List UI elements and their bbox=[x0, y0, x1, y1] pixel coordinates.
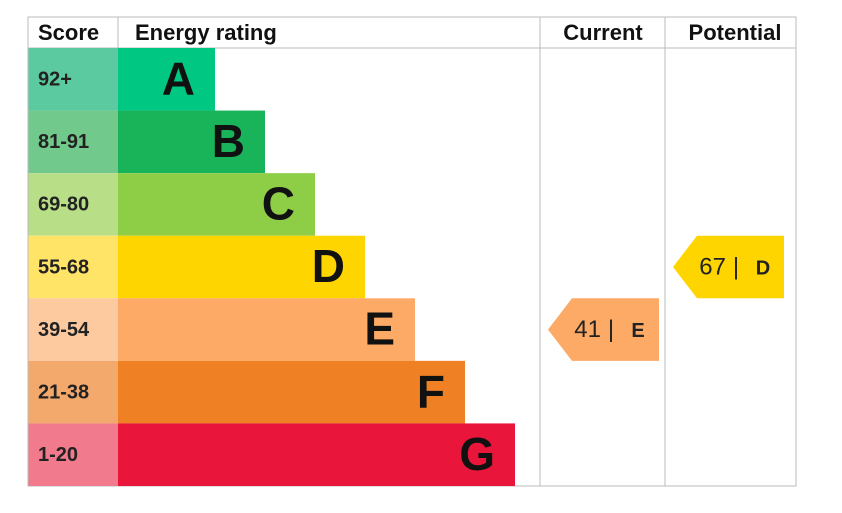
header-rating: Energy rating bbox=[135, 20, 277, 45]
header-current: Current bbox=[563, 20, 643, 45]
potential-sep: | bbox=[733, 253, 739, 280]
frame bbox=[27, 16, 797, 487]
score-cell bbox=[28, 48, 118, 111]
current-value: 41 bbox=[574, 316, 601, 343]
band-grade: G bbox=[459, 428, 495, 480]
score-cell bbox=[28, 298, 118, 361]
score-label: 92+ bbox=[38, 69, 72, 91]
score-cell bbox=[28, 110, 118, 174]
score-label: 55-68 bbox=[38, 256, 89, 278]
band-grade: B bbox=[212, 115, 245, 167]
band-grade: A bbox=[162, 52, 195, 104]
score-label: 21-38 bbox=[38, 381, 89, 403]
score-cell bbox=[28, 235, 118, 299]
band-grade: E bbox=[364, 303, 395, 355]
score-cell bbox=[28, 423, 118, 486]
band-grade: F bbox=[417, 365, 445, 417]
band-bar bbox=[118, 110, 265, 174]
score-label: 39-54 bbox=[38, 319, 90, 341]
current-sep: | bbox=[608, 316, 614, 343]
score-label: 81-91 bbox=[38, 131, 89, 153]
score-label: 69-80 bbox=[38, 194, 89, 216]
current-arrow bbox=[548, 298, 659, 361]
band-bar bbox=[118, 360, 465, 424]
band-bar bbox=[118, 235, 365, 299]
potential-value: 67 bbox=[699, 253, 726, 280]
band-grade: D bbox=[312, 240, 345, 292]
header-score: Score bbox=[38, 20, 99, 45]
band-grade: C bbox=[262, 178, 295, 230]
band-bar bbox=[118, 298, 415, 361]
score-cell bbox=[28, 173, 118, 236]
potential-grade: D bbox=[756, 257, 770, 279]
current-grade: E bbox=[631, 320, 644, 342]
score-label: 1-20 bbox=[38, 444, 78, 466]
potential-arrow bbox=[673, 235, 784, 299]
header-potential: Potential bbox=[689, 20, 782, 45]
band-bar bbox=[118, 423, 515, 486]
score-cell bbox=[28, 360, 118, 424]
band-bar bbox=[118, 173, 315, 236]
band-bar bbox=[118, 48, 215, 111]
